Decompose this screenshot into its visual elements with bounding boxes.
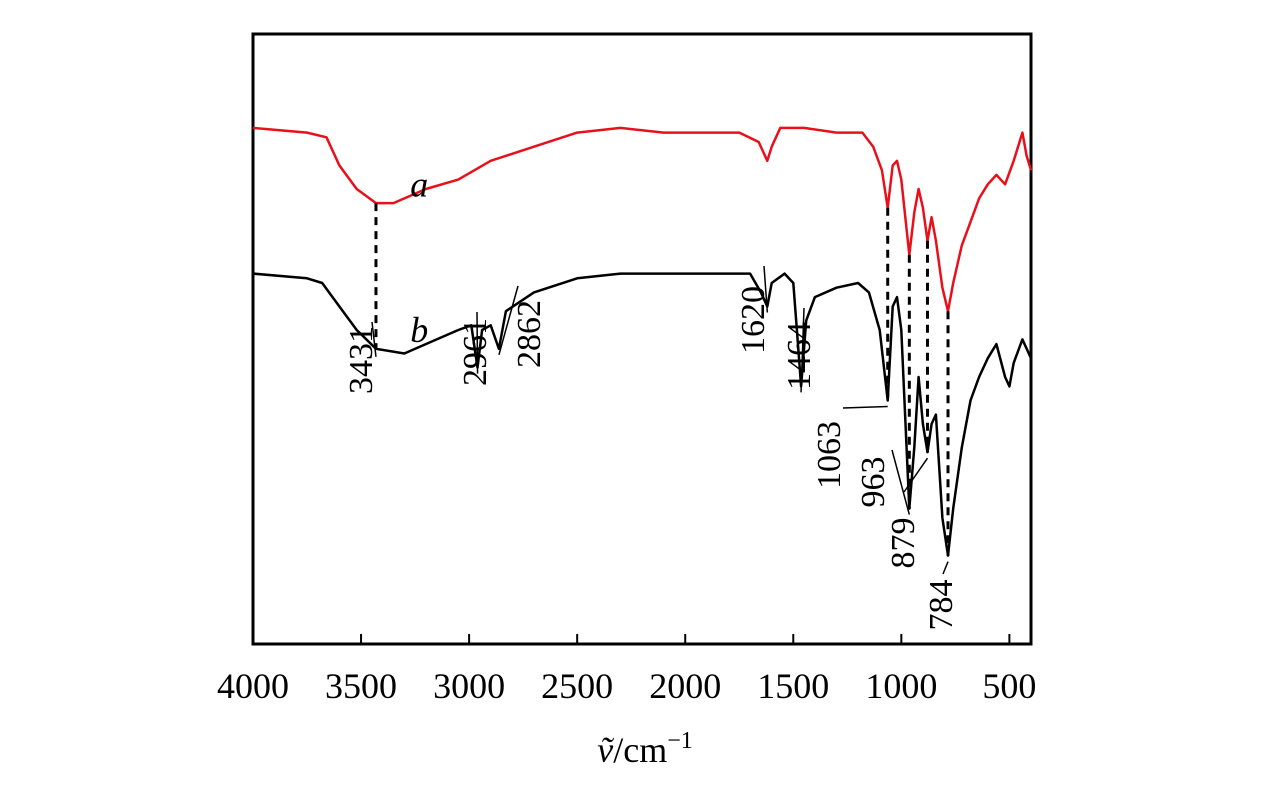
series-label-b: b <box>410 310 428 350</box>
peak-leader-1063 <box>842 405 888 409</box>
peak-label-2862: 2862 <box>511 300 548 368</box>
peak-leader-2862 <box>498 285 519 356</box>
x-tick-label-1500: 1500 <box>757 666 829 706</box>
peak-leader-963 <box>891 449 911 515</box>
x-axis-label-variable: ṽ <box>597 730 614 770</box>
peak-leader-3431 <box>371 321 377 357</box>
series-label-a: a <box>410 164 428 204</box>
peak-label-2961: 2961 <box>457 318 494 386</box>
series-line-b <box>252 272 1033 557</box>
dashed-markers <box>374 203 950 556</box>
x-tick-label-2500: 2500 <box>541 666 613 706</box>
x-tick-label-3500: 3500 <box>325 666 397 706</box>
x-axis-label-exponent: −1 <box>667 728 693 754</box>
x-tick-label-1000: 1000 <box>865 666 937 706</box>
x-tick-label-500: 500 <box>982 666 1036 706</box>
x-axis: 4000 3500 3000 2500 2000 1500 1000 500 <box>217 634 1036 706</box>
peak-label-1620: 1620 <box>735 286 772 354</box>
series-line-a <box>252 126 1033 313</box>
peak-label-879: 879 <box>885 518 922 569</box>
peak-leader-2961 <box>476 311 479 374</box>
peak-label-963: 963 <box>855 457 892 508</box>
peak-label-1464: 1464 <box>781 322 818 390</box>
x-tick-label-4000: 4000 <box>217 666 289 706</box>
x-tick-label-3000: 3000 <box>433 666 505 706</box>
peak-label-1063: 1063 <box>811 421 848 489</box>
peak-leader-1620 <box>763 265 769 313</box>
peak-leader-879 <box>903 457 929 493</box>
x-tick-label-2000: 2000 <box>649 666 721 706</box>
x-axis-label-unit: /cm <box>613 730 667 770</box>
plot-frame <box>251 32 1033 646</box>
peak-label-784: 784 <box>923 580 960 631</box>
peak-leader-1464 <box>800 307 805 393</box>
series-layer <box>252 126 1033 557</box>
peak-label-3431: 3431 <box>343 326 380 394</box>
x-axis-label: ṽ/cm−1 <box>597 728 693 770</box>
series-labels: ab <box>410 164 428 350</box>
peak-leader-784 <box>942 561 949 575</box>
